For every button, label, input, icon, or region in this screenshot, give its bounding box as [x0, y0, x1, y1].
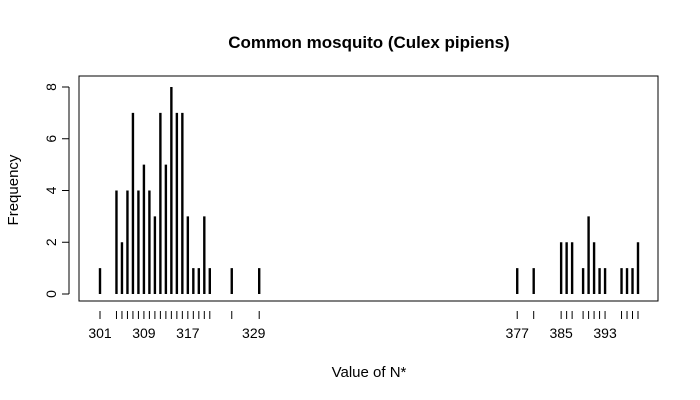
y-tick-label: 0 — [43, 290, 59, 298]
x-tick-label: 317 — [176, 325, 200, 341]
x-tick-label: 301 — [88, 325, 112, 341]
x-axis-label: Value of N* — [332, 364, 407, 381]
x-tick-label: 329 — [242, 325, 266, 341]
x-tick-label: 309 — [132, 325, 156, 341]
x-tick-label: 385 — [549, 325, 573, 341]
x-axis: 301 309 317 329 377 385 393 — [88, 311, 639, 341]
y-tick-label: 2 — [43, 238, 59, 246]
y-tick-label: 8 — [43, 83, 59, 91]
x-tick-label: 377 — [506, 325, 530, 341]
y-axis-label: Frequency — [5, 154, 22, 225]
y-tick-label: 6 — [43, 135, 59, 143]
y-axis: 0 2 4 6 8 — [43, 83, 70, 298]
x-tick-label: 393 — [593, 325, 617, 341]
y-tick-label: 4 — [43, 186, 59, 194]
chart-title: Common mosquito (Culex pipiens) — [228, 33, 509, 52]
bars-group — [98, 87, 640, 294]
plot-frame — [78, 75, 659, 302]
